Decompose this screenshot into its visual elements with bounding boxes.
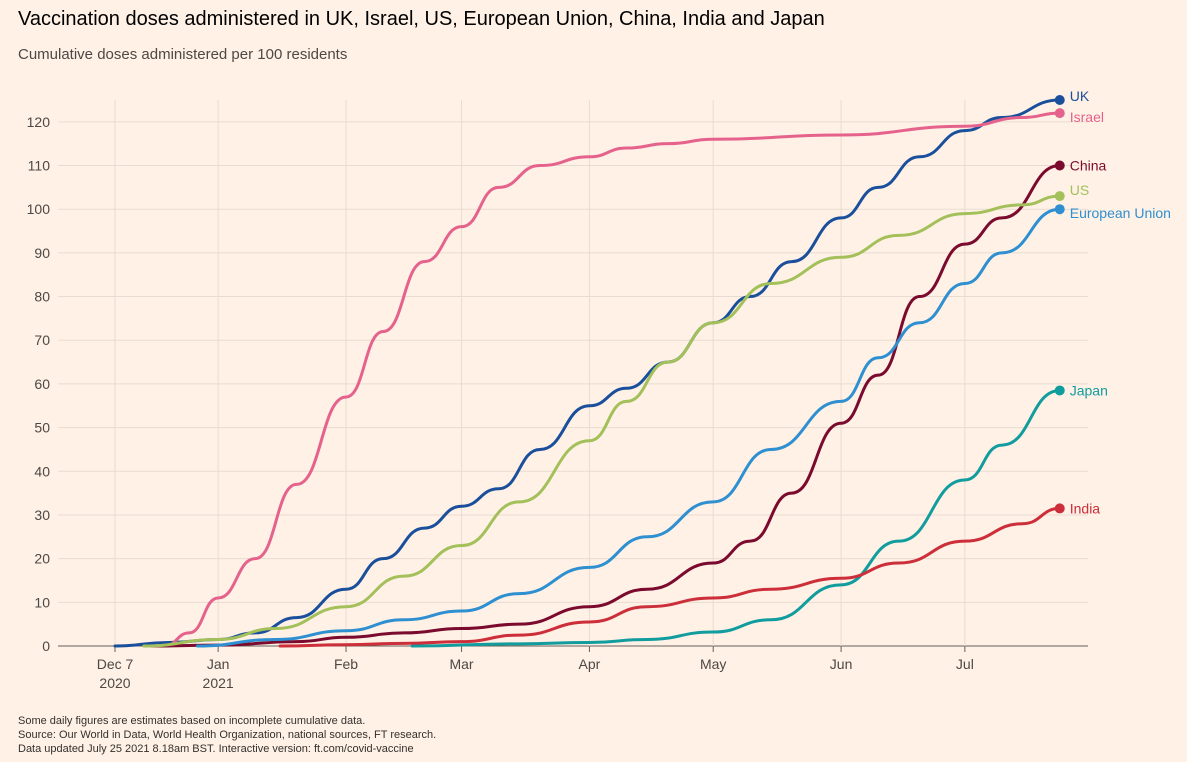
series-end-marker-china <box>1054 160 1065 171</box>
series-label-uk: UK <box>1070 88 1090 104</box>
y-tick-label: 70 <box>34 332 50 348</box>
series-line-japan <box>410 388 1062 648</box>
series-end-marker-india <box>1054 503 1065 514</box>
y-tick-label: 100 <box>27 201 51 217</box>
y-tick-label: 90 <box>34 245 50 261</box>
series-end-marker-japan <box>1054 385 1065 396</box>
x-tick-label: Mar <box>449 656 473 672</box>
chart-subtitle: Cumulative doses administered per 100 re… <box>18 46 348 63</box>
y-axis-ticks: 0 10 20 30 40 50 60 70 80 90 100 110 120 <box>27 114 51 654</box>
y-tick-label: 110 <box>28 158 51 174</box>
series-line-us <box>142 194 1062 648</box>
series-labels: UK Israel China US European Union Japan India <box>1070 88 1171 516</box>
series-end-marker-european-union <box>1054 204 1065 215</box>
y-tick-label: 50 <box>34 420 50 436</box>
gridlines <box>58 100 1088 652</box>
series-lines <box>113 95 1065 648</box>
x-tick-label-year: 2020 <box>99 675 130 691</box>
x-tick-label: Feb <box>334 656 358 672</box>
series-label-india: India <box>1070 500 1101 516</box>
x-tick-label: Apr <box>579 656 601 672</box>
x-axis-ticks: Dec 7 2020 Jan 2021 Feb Mar Apr May Jun Jul <box>97 656 974 691</box>
series-label-european-union: European Union <box>1070 205 1171 221</box>
y-tick-label: 80 <box>34 289 50 305</box>
y-tick-label: 10 <box>34 594 50 610</box>
y-tick-label: 20 <box>34 551 50 567</box>
x-tick-label-year: 2021 <box>203 675 234 691</box>
y-tick-label: 60 <box>34 376 50 392</box>
series-label-us: US <box>1070 182 1089 198</box>
x-tick-label: Jun <box>830 656 853 672</box>
series-line-china <box>146 164 1062 648</box>
footnote-estimates: Some daily figures are estimates based o… <box>18 715 366 727</box>
chart-footnotes: Some daily figures are estimates based o… <box>18 714 436 756</box>
series-line-uk <box>113 98 1062 648</box>
footnote-updated: Data updated July 25 2021 8.18am BST. In… <box>18 743 414 755</box>
series-end-marker-uk <box>1054 95 1065 105</box>
line-chart: 0 10 20 30 40 50 60 70 80 90 100 110 120 Dec 7 2020 Ja… <box>27 88 1171 691</box>
y-tick-label: 30 <box>34 507 50 523</box>
x-tick-label: Jul <box>956 656 974 672</box>
x-tick-label: May <box>700 656 726 672</box>
series-label-japan: Japan <box>1070 382 1108 398</box>
footnote-source: Source: Our World in Data, World Health … <box>18 729 437 741</box>
series-line-european-union <box>196 207 1062 648</box>
y-tick-label: 40 <box>34 463 50 479</box>
series-line-india <box>278 506 1062 648</box>
x-tick-label: Jan <box>207 656 230 672</box>
chart-title: Vaccination doses administered in UK, Is… <box>18 8 825 30</box>
y-tick-label: 120 <box>27 114 51 130</box>
y-tick-label: 0 <box>42 638 50 654</box>
series-end-marker-us <box>1054 191 1065 202</box>
series-end-marker-israel <box>1054 108 1065 119</box>
series-label-china: China <box>1070 158 1107 174</box>
series-label-israel: Israel <box>1070 109 1104 125</box>
x-tick-label: Dec 7 <box>97 656 134 672</box>
series-line-israel <box>163 111 1062 648</box>
